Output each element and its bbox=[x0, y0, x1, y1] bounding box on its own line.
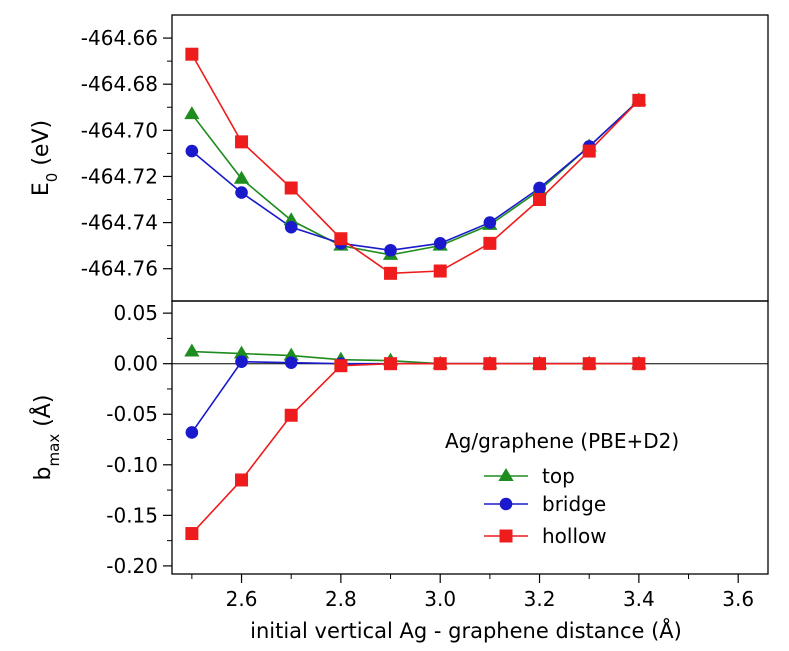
point-energy-hollow-0 bbox=[185, 47, 199, 61]
legend-label-top: top bbox=[542, 464, 575, 488]
series-line-bmax-bridge bbox=[191, 360, 639, 433]
point-energy-hollow-3 bbox=[334, 232, 348, 246]
y-tick-label-energy-2: -464.70 bbox=[81, 118, 158, 142]
legend-label-hollow: hollow bbox=[542, 524, 607, 548]
series-line-bmax-hollow bbox=[191, 362, 639, 535]
point-bmax-hollow-0 bbox=[185, 527, 199, 541]
point-bmax-hollow-6 bbox=[483, 357, 497, 371]
point-energy-hollow-8 bbox=[582, 144, 596, 158]
point-energy-bridge-0 bbox=[185, 144, 199, 158]
panel-bmax: 0.05 0.00 -0.05 -0.10 -0.15 -0.20 bmax (Å) bbox=[29, 300, 769, 578]
y-axis-label-bmax: bmax (Å) bbox=[29, 395, 63, 481]
point-energy-top-2 bbox=[283, 212, 299, 226]
point-bmax-hollow-9 bbox=[632, 357, 646, 371]
y-axis-label-energy: E0 (eV) bbox=[29, 120, 61, 196]
y-tick-label-bmax-4: -0.15 bbox=[106, 503, 158, 527]
point-bmax-hollow-7 bbox=[533, 357, 547, 371]
point-energy-hollow-9 bbox=[632, 93, 646, 107]
point-energy-hollow-4 bbox=[384, 266, 398, 280]
point-energy-bridge-4 bbox=[384, 243, 397, 257]
point-energy-hollow-1 bbox=[235, 135, 249, 149]
x-tick-label-1: 2.8 bbox=[325, 587, 357, 611]
y-tick-label-bmax-3: -0.10 bbox=[106, 453, 158, 477]
legend-title: Ag/graphene (PBE+D2) bbox=[445, 429, 679, 453]
point-bmax-hollow-8 bbox=[582, 357, 596, 371]
point-bmax-top-0 bbox=[184, 343, 200, 357]
point-energy-bridge-5 bbox=[433, 237, 447, 250]
y-tick-label-bmax-2: -0.05 bbox=[106, 402, 158, 426]
legend-marker-hollow bbox=[499, 529, 513, 543]
point-bmax-hollow-5 bbox=[433, 357, 447, 371]
x-axis-label: initial vertical Ag - graphene distance … bbox=[250, 617, 682, 643]
point-energy-bridge-2 bbox=[284, 220, 298, 234]
y-tick-label-bmax-1: 0.00 bbox=[113, 352, 158, 376]
point-energy-hollow-2 bbox=[284, 181, 298, 195]
series-line-energy-top bbox=[191, 99, 640, 256]
y-tick-label-bmax-0: 0.05 bbox=[113, 301, 158, 325]
legend-marker-bridge bbox=[499, 497, 513, 511]
point-energy-bridge-7 bbox=[533, 181, 546, 195]
point-bmax-hollow-4 bbox=[384, 357, 398, 371]
legend-label-bridge: bridge bbox=[542, 492, 606, 516]
legend: Ag/graphene (PBE+D2) top bridge hollow bbox=[445, 429, 679, 548]
point-energy-hollow-6 bbox=[483, 236, 497, 250]
point-bmax-bridge-1 bbox=[235, 355, 248, 368]
point-energy-hollow-7 bbox=[533, 193, 547, 207]
y-tick-label-bmax-5: -0.20 bbox=[106, 554, 158, 578]
point-energy-bridge-1 bbox=[235, 186, 248, 199]
x-tick-label-5: 3.6 bbox=[722, 587, 754, 611]
x-tick-label-0: 2.6 bbox=[226, 587, 258, 611]
x-tick-label-4: 3.4 bbox=[623, 587, 655, 611]
point-bmax-bridge-2 bbox=[284, 356, 298, 369]
x-tick-label-3: 3.2 bbox=[524, 587, 556, 611]
x-tick-label-2: 3.0 bbox=[424, 587, 456, 611]
panel-energy: -464.66 -464.68 -464.70 -464.72 -464.74 -464.… bbox=[29, 14, 769, 302]
point-bmax-hollow-3 bbox=[334, 359, 348, 373]
point-bmax-hollow-2 bbox=[284, 408, 298, 422]
legend-marker-top bbox=[498, 468, 514, 481]
point-bmax-top-1 bbox=[233, 345, 250, 359]
panel-energy-frame bbox=[171, 14, 769, 302]
y-tick-label-energy-1: -464.68 bbox=[81, 72, 158, 96]
y-tick-label-energy-3: -464.72 bbox=[81, 164, 158, 188]
point-energy-bridge-6 bbox=[483, 216, 497, 229]
y-tick-label-energy-4: -464.74 bbox=[81, 211, 158, 235]
point-bmax-top-2 bbox=[283, 347, 299, 361]
series-line-energy-bridge bbox=[191, 99, 640, 252]
panel-bmax-frame bbox=[171, 300, 769, 575]
series-line-energy-hollow bbox=[191, 53, 640, 275]
point-bmax-hollow-1 bbox=[235, 473, 249, 487]
point-bmax-bridge-0 bbox=[185, 426, 199, 439]
point-energy-top-0 bbox=[184, 106, 200, 120]
point-energy-top-1 bbox=[233, 170, 250, 184]
y-tick-label-energy-0: -464.66 bbox=[81, 26, 158, 50]
point-energy-hollow-5 bbox=[433, 264, 447, 278]
y-tick-label-energy-5: -464.76 bbox=[81, 257, 158, 281]
